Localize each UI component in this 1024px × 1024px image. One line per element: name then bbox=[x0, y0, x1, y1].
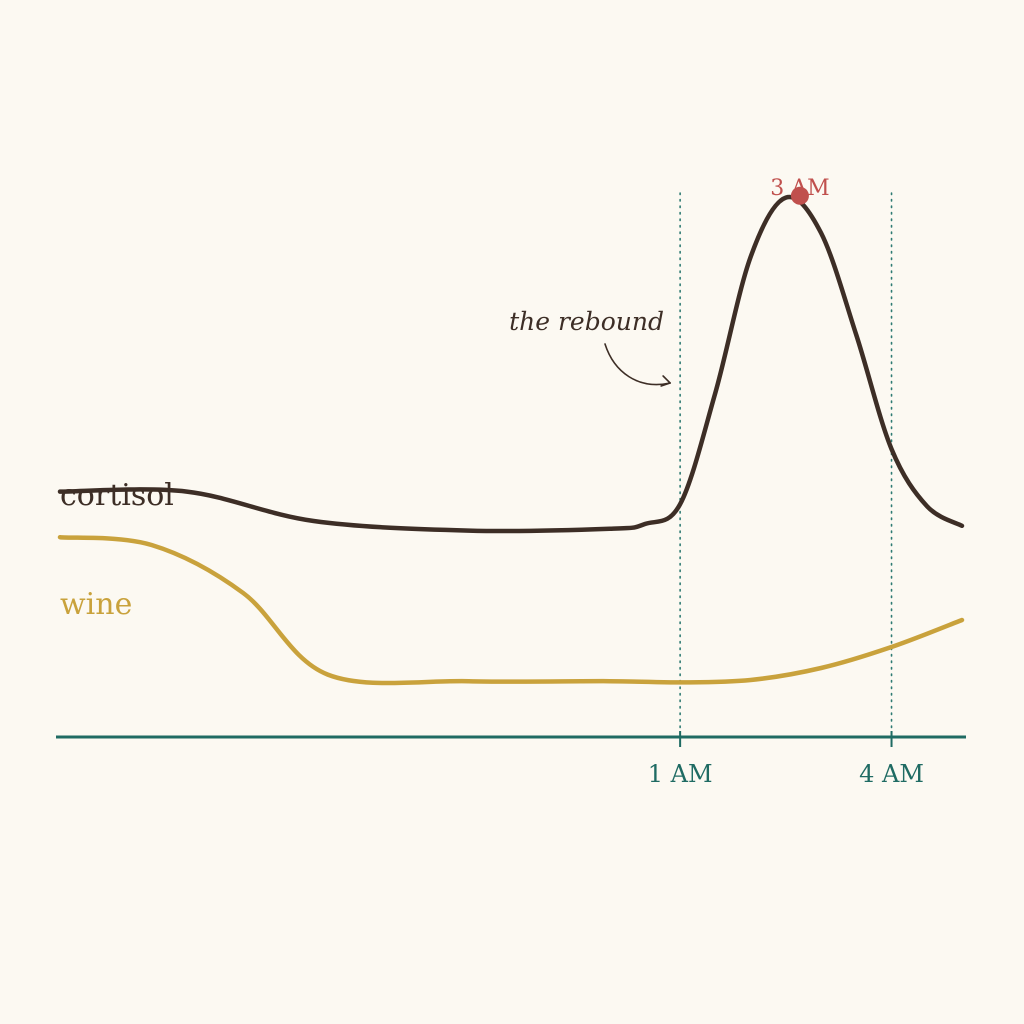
series-line-cortisol bbox=[57, 194, 965, 534]
series-lines bbox=[57, 194, 965, 686]
annotation-text: the rebound bbox=[509, 307, 664, 336]
series-label-cortisol: cortisol bbox=[60, 478, 174, 513]
series-label-wine: wine bbox=[60, 587, 132, 622]
peak-dot bbox=[790, 186, 809, 205]
reference-lines bbox=[679, 192, 893, 738]
annotation-arrowhead bbox=[660, 375, 671, 387]
peak-label: 3 AM bbox=[770, 176, 829, 201]
annotation-the-rebound: the rebound bbox=[509, 307, 671, 387]
series-line-wine bbox=[57, 534, 965, 686]
peak-marker-group: 3 AM bbox=[770, 176, 830, 205]
x-tick-label-1: 1 AM bbox=[648, 760, 713, 788]
series-labels: cortisol wine bbox=[60, 478, 174, 622]
x-tick-label-2: 4 AM bbox=[859, 760, 924, 788]
annotation-arrow bbox=[604, 343, 671, 386]
x-ticks: 1 AM 4 AM bbox=[648, 731, 924, 788]
